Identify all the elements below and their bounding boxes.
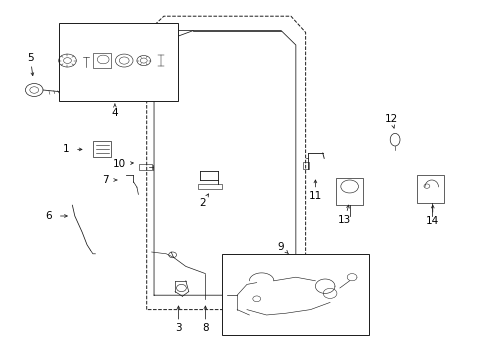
Text: 3: 3	[175, 323, 182, 333]
Text: 11: 11	[308, 191, 322, 201]
Text: 14: 14	[425, 216, 439, 226]
Text: 13: 13	[337, 215, 351, 225]
Bar	[198, 184, 222, 189]
Text: 8: 8	[202, 323, 208, 333]
Text: 5: 5	[27, 53, 34, 63]
Bar	[303, 162, 308, 169]
Text: 6: 6	[45, 211, 52, 221]
Bar	[139, 164, 151, 170]
Text: 2: 2	[199, 198, 206, 208]
Bar	[93, 53, 110, 68]
Bar	[59, 23, 178, 101]
Bar	[335, 178, 362, 205]
Text: 4: 4	[111, 108, 118, 118]
Bar	[93, 141, 111, 157]
Text: 12: 12	[384, 114, 397, 124]
Text: 1: 1	[62, 144, 69, 154]
Bar	[222, 254, 368, 335]
Bar	[416, 175, 443, 203]
Text: 10: 10	[113, 159, 126, 169]
Text: 7: 7	[102, 175, 108, 185]
Text: 9: 9	[277, 242, 284, 252]
